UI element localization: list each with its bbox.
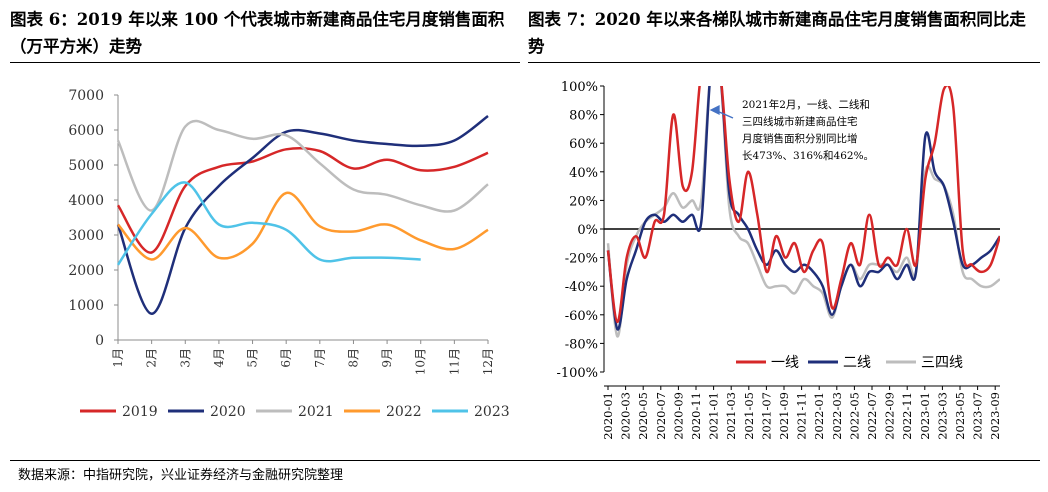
- monthly-sales-area-chart: 0 1000 2000 3000 4000 5000 6000 7000 1月 2月 3月 4月 5月 6…: [68, 88, 510, 420]
- legend-label-2022: 2022: [386, 404, 422, 420]
- x-tick-label: 6月: [279, 348, 293, 368]
- y-tick-label: 6000: [68, 123, 104, 139]
- y-tick-label: -40%: [565, 280, 598, 295]
- x-tick-label: 2020-01: [601, 392, 615, 440]
- x-tick-label: 1月: [111, 348, 125, 368]
- x-tick-label: 2022-05: [847, 392, 861, 440]
- y-tick-label: 2000: [68, 263, 104, 279]
- series-line-2022: [117, 191, 489, 261]
- y-tick-label: 80%: [569, 109, 598, 124]
- series-line-2020: [116, 114, 489, 316]
- x-tick-label: 2月: [145, 348, 159, 368]
- x-tick-label: 2023-09: [988, 392, 1002, 440]
- x-tick-label: 3月: [178, 348, 192, 368]
- legend-label-一线: 一线: [771, 355, 799, 371]
- annotation-text: 三四线城市新建商品住宅: [742, 115, 858, 128]
- x-tick-label: 7月: [313, 348, 327, 368]
- x-tick-label: 2020-05: [636, 392, 650, 440]
- right-chart-title: 图表 7：2020 年以来各梯队城市新建商品住宅月度销售面积同比走势: [528, 10, 1026, 56]
- x-tick-label: 2021-01: [707, 392, 721, 440]
- y-tick-label: 1000: [68, 298, 104, 314]
- x-tick-label: 2022-03: [830, 392, 844, 440]
- x-tick-label: 10月: [414, 348, 428, 375]
- y-tick-label: -80%: [565, 337, 598, 352]
- x-tick-label: 2022-01: [812, 392, 826, 440]
- y-tick-label: -100%: [556, 366, 598, 381]
- x-tick-label: 2021-03: [724, 392, 738, 440]
- x-tick-label: 9月: [380, 348, 394, 368]
- x-tick-label: 12月: [481, 348, 495, 375]
- x-tick-label: 2020-11: [689, 392, 703, 440]
- x-tick-label: 2022-07: [865, 392, 879, 440]
- y-tick-label: 7000: [68, 88, 104, 104]
- series-group: [606, 86, 1000, 338]
- footer-divider: [10, 460, 1040, 462]
- annotation-text: 月度销售面积分别同比增: [742, 132, 858, 145]
- title-divider: [10, 62, 520, 64]
- x-tick-label: 2021-09: [777, 392, 791, 440]
- series-line-2019: [116, 146, 489, 254]
- x-tick-label: 5月: [246, 348, 260, 368]
- x-tick-label: 2023-05: [953, 392, 967, 440]
- y-tick-label: 0: [95, 333, 104, 349]
- tier-yoy-chart: -100% -80% -60% -40% -20% 0% 20% 40% 60% 80% 100% 2…: [556, 80, 1002, 440]
- left-chart-title: 图表 6：2019 年以来 100 个代表城市新建商品住宅月度销售面积（万平方米…: [10, 10, 505, 56]
- annotation-arrowhead: [709, 105, 720, 115]
- legend-label-三四线: 三四线: [921, 355, 963, 371]
- y-tick-label: 4000: [68, 193, 104, 209]
- series-line-2023: [116, 181, 421, 266]
- y-tick-label: 3000: [68, 228, 104, 244]
- y-tick-label: 0%: [577, 223, 598, 238]
- legend-label-2023: 2023: [474, 404, 510, 420]
- x-tick-label: 2020-03: [619, 392, 633, 440]
- y-tick-label: 60%: [569, 137, 598, 152]
- x-tick-label: 11月: [447, 348, 461, 375]
- x-tick-label: 2022-11: [900, 392, 914, 440]
- legend-label-二线: 二线: [843, 355, 871, 371]
- x-tick-label: 2021-11: [795, 392, 809, 440]
- data-source-note: 数据来源：中指研究院，兴业证券经济与金融研究院整理: [18, 468, 344, 483]
- legend-label-2021: 2021: [298, 404, 334, 420]
- y-tick-label: 5000: [68, 158, 104, 174]
- y-tick-label: -20%: [565, 252, 598, 267]
- series-line-三四线: [606, 86, 1000, 338]
- x-tick-label: 4月: [212, 348, 226, 368]
- legend-label-2019: 2019: [122, 404, 158, 420]
- x-tick-label: 2023-03: [935, 392, 949, 440]
- x-tick-label: 2023-07: [971, 392, 985, 440]
- x-tick-label: 2020-07: [654, 392, 668, 440]
- y-tick-label: 100%: [561, 80, 598, 95]
- x-tick-label: 2021-07: [759, 392, 773, 440]
- x-tick-label: 2023-01: [918, 392, 932, 440]
- x-tick-label: 2020-09: [671, 392, 685, 440]
- legend-label-2020: 2020: [210, 404, 246, 420]
- title-divider: [528, 62, 1040, 64]
- series-line-2021: [116, 119, 489, 213]
- x-tick-label: 2021-05: [742, 392, 756, 440]
- x-tick-label: 2022-09: [883, 392, 897, 440]
- x-tick-label: 8月: [346, 348, 360, 368]
- annotation-text: 长473%、316%和462%。: [742, 150, 874, 162]
- y-tick-label: -60%: [565, 309, 598, 324]
- y-tick-label: 20%: [569, 194, 598, 209]
- annotation-text: 2021年2月，一线、二线和: [742, 98, 870, 111]
- y-tick-label: 40%: [569, 166, 598, 181]
- series-line-一线: [606, 86, 1000, 324]
